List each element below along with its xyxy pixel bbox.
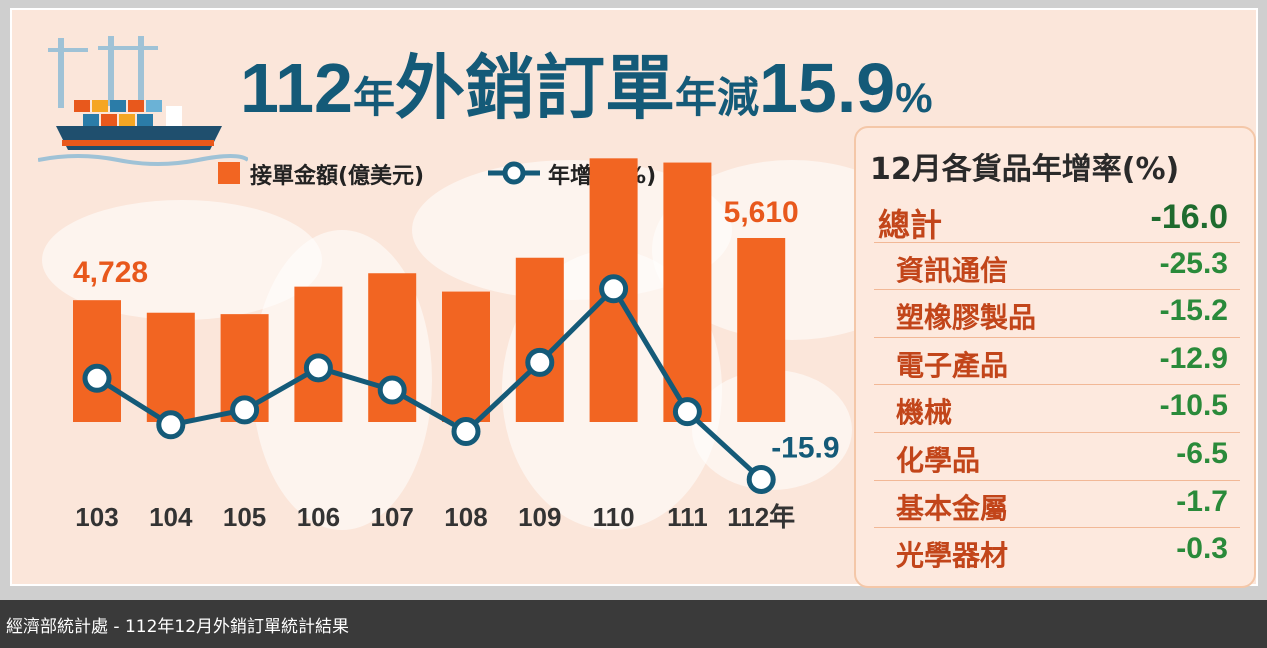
table-row-name: 化學品 <box>896 444 981 477</box>
crane <box>98 46 158 50</box>
data-label: 5,610 <box>724 196 799 229</box>
growth-rate-point-106 <box>303 353 333 383</box>
table-title: 12月各貨品年增率(%) <box>870 152 1180 187</box>
table-row-name: 機械 <box>896 396 953 430</box>
product-growth-table: 12月各貨品年增率(%) 總計 -16.0 資訊通信 -25.3 塑橡膠製品 -15.2 電… <box>854 126 1256 588</box>
table-row: 塑橡膠製品 -15.2 <box>874 289 1240 336</box>
data-label: 4,728 <box>73 256 148 289</box>
growth-rate-point-103 <box>82 363 112 393</box>
combo-chart: 103 104 105 106 107 108 109 110 111 112年 4,728 5,61… <box>73 158 840 532</box>
table-row-value: -12.9 <box>1159 341 1228 375</box>
growth-rate-point-110 <box>599 274 629 304</box>
crane <box>48 48 88 52</box>
headline-change-value: 15.9 <box>758 49 896 127</box>
container <box>92 100 108 112</box>
growth-rate-point-105 <box>230 395 260 425</box>
x-tick-label: 103 <box>75 502 118 532</box>
x-tick-label: 104 <box>149 502 193 532</box>
table-row: 電子產品 -12.9 <box>874 336 1240 384</box>
headline-change-text: 年減 <box>674 74 759 121</box>
growth-rate-point-112年 <box>746 464 776 494</box>
headline: 112年外銷訂單年減15.9% <box>240 32 1100 127</box>
legend-bar-label: 接單金額(億美元) <box>250 164 425 189</box>
table-row-value: -0.3 <box>1176 532 1228 566</box>
crane <box>108 36 114 106</box>
growth-rate-point-104 <box>156 410 186 440</box>
bar-104 <box>146 312 195 422</box>
container <box>74 100 90 112</box>
growth-rate-point-108 <box>451 417 481 447</box>
table-row: 基本金屬 -1.7 <box>874 479 1240 527</box>
container <box>137 114 153 126</box>
water <box>38 154 248 166</box>
bar-112年 <box>737 237 786 422</box>
crane <box>138 36 144 106</box>
growth-rate-point-107 <box>377 375 407 405</box>
container <box>110 100 126 112</box>
caption-bar: 經濟部統計處 - 112年12月外銷訂單統計結果 <box>0 600 1267 648</box>
x-tick-label: 109 <box>518 502 561 532</box>
bar-108 <box>442 291 490 422</box>
bar-103 <box>73 300 121 422</box>
x-tick-label: 111 <box>667 502 708 532</box>
table-row-value: -16.0 <box>1150 198 1229 236</box>
crane <box>58 38 64 108</box>
x-tick-label: 110 <box>593 502 635 532</box>
container <box>101 114 117 126</box>
table-row: 資訊通信 -25.3 <box>874 241 1240 289</box>
table-row: 光學器材 -0.3 <box>874 527 1240 574</box>
table-row: 總計 -16.0 <box>874 194 1240 244</box>
headline-year: 112 <box>240 49 353 127</box>
table-row-value: -1.7 <box>1176 484 1228 518</box>
ship-illustration <box>38 36 248 166</box>
x-tick-label: 106 <box>297 502 340 532</box>
table-row-name: 資訊通信 <box>896 253 1009 287</box>
legend-bar-swatch <box>218 162 240 184</box>
container <box>83 114 99 126</box>
table-row-value: -15.2 <box>1159 294 1228 328</box>
hull-stripe <box>62 140 214 146</box>
headline-percent: % <box>895 74 933 121</box>
infographic-card: 112年外銷訂單年減15.9% 接單金額(億美元) 年增率(%) 1031041… <box>10 8 1258 588</box>
table-row-value: -25.3 <box>1159 246 1228 280</box>
container <box>119 114 135 126</box>
table-row-name: 電子產品 <box>896 348 1009 382</box>
x-tick-label: 105 <box>223 502 266 532</box>
table-row-value: -10.5 <box>1159 389 1228 423</box>
container <box>146 100 162 112</box>
table-row: 化學品 -6.5 <box>874 432 1240 479</box>
table-row: 機械 -10.5 <box>874 384 1240 431</box>
x-tick-label: 107 <box>371 502 414 532</box>
growth-rate-point-111 <box>672 397 702 427</box>
growth-rate-line <box>95 286 763 482</box>
bar-111 <box>663 162 712 422</box>
headline-year-unit: 年 <box>352 74 395 121</box>
image-frame: 112年外銷訂單年減15.9% 接單金額(億美元) 年增率(%) 1031041… <box>0 0 1267 600</box>
x-tick-label: 112年 <box>727 502 795 532</box>
bridge <box>166 106 182 126</box>
table-row-name: 總計 <box>878 206 943 244</box>
table-row-value: -6.5 <box>1176 437 1228 470</box>
headline-subject: 外銷訂單 <box>394 49 675 127</box>
bar-109 <box>515 257 564 422</box>
table-row-name: 塑橡膠製品 <box>896 301 1037 335</box>
data-label: -15.9 <box>771 431 839 464</box>
caption-text: 經濟部統計處 - 112年12月外銷訂單統計結果 <box>6 617 350 637</box>
legend-line-swatch <box>488 161 540 185</box>
x-tick-label: 108 <box>444 502 487 532</box>
table-row-name: 基本金屬 <box>896 491 1009 525</box>
table-row-name: 光學器材 <box>896 539 1009 573</box>
growth-rate-point-109 <box>525 347 555 377</box>
container <box>128 100 144 112</box>
